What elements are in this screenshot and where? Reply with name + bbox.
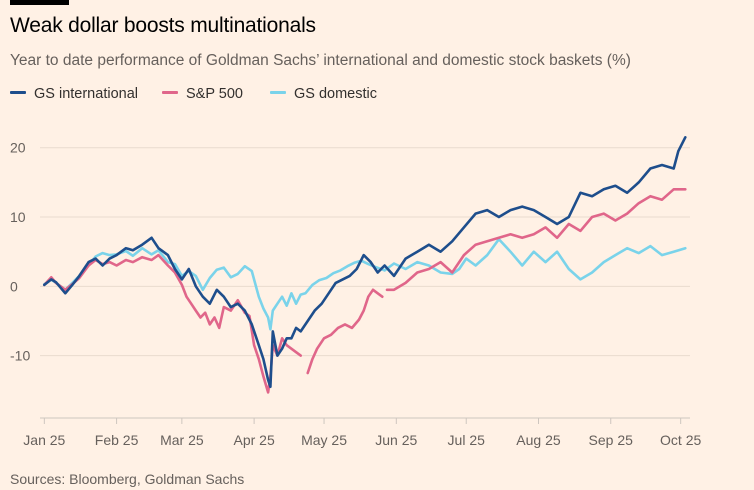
series-line-sp-500 [306,288,384,375]
x-tick-label: Jan 25 [23,432,65,448]
y-tick-label: 0 [10,278,18,294]
series-line-gs-international [42,136,687,389]
chart-title: Weak dollar boosts multinationals [10,14,316,37]
x-tick-label: Feb 25 [95,432,139,448]
legend-label: GS domestic [294,86,377,102]
legend-label: S&P 500 [186,86,243,102]
legend-swatch-gs-international [10,90,26,94]
series-line-sp-500 [385,188,687,292]
source-note: Sources: Bloomberg, Goldman Sachs [10,471,245,487]
chart-subtitle: Year to date performance of Goldman Sach… [10,52,631,69]
x-tick-label: Mar 25 [160,432,204,448]
x-tick-label: Sep 25 [589,432,634,448]
x-tick-label: Oct 25 [660,432,701,448]
x-tick-label: Aug 25 [516,432,561,448]
x-tick-label: Apr 25 [233,432,274,448]
legend-swatch-sp-500 [162,90,178,94]
legend-label: GS international [34,86,138,102]
legend-item-gs-international: GS international [10,86,138,102]
legend-swatch-gs-domestic [270,90,286,94]
y-tick-label: 10 [10,209,26,225]
x-tick-label: May 25 [301,432,347,448]
y-tick-label: 20 [10,140,26,156]
y-tick-label: -10 [10,348,30,364]
brand-top-bar [10,0,69,5]
legend-item-gs-domestic: GS domestic [270,86,377,102]
x-tick-label: Jul 25 [448,432,486,448]
x-tick-label: Jun 25 [375,432,417,448]
legend-item-sp-500: S&P 500 [162,86,243,102]
series-line-sp-500 [42,253,303,394]
series-line-gs-domestic [42,237,687,331]
